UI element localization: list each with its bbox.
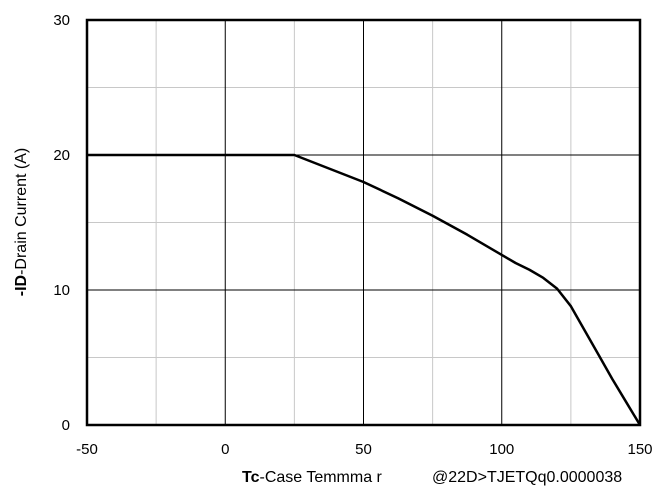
y-tick-label: 0 bbox=[62, 417, 70, 434]
x-tick-label: 50 bbox=[355, 441, 372, 458]
y-axis-label-symbol: -ID bbox=[13, 275, 30, 296]
x-axis-label: Tc-Case Temmma r bbox=[242, 469, 383, 486]
y-tick-label: 10 bbox=[53, 282, 70, 299]
y-axis-label: -ID-Drain Current (A) bbox=[13, 148, 30, 296]
y-axis-label-text: -Drain Current (A) bbox=[13, 148, 30, 275]
x-axis-label-artifact: @22D>TJETQq0.0000038 bbox=[432, 469, 622, 486]
x-tick-label: -50 bbox=[76, 441, 98, 458]
x-tick-label: 0 bbox=[221, 441, 229, 458]
x-tick-labels: -50 0 50 100 150 bbox=[76, 441, 652, 458]
x-tick-label: 100 bbox=[489, 441, 514, 458]
x-axis-label-text: -Case Temmma r bbox=[259, 469, 382, 486]
y-tick-label: 20 bbox=[53, 147, 70, 164]
y-tick-label: 30 bbox=[53, 12, 70, 29]
drain-current-curve bbox=[87, 153, 642, 426]
y-tick-labels: 0 10 20 30 bbox=[53, 12, 70, 434]
plot-frame bbox=[85, 18, 642, 427]
x-tick-label: 150 bbox=[627, 441, 652, 458]
x-axis-label-symbol: Tc bbox=[242, 469, 260, 486]
